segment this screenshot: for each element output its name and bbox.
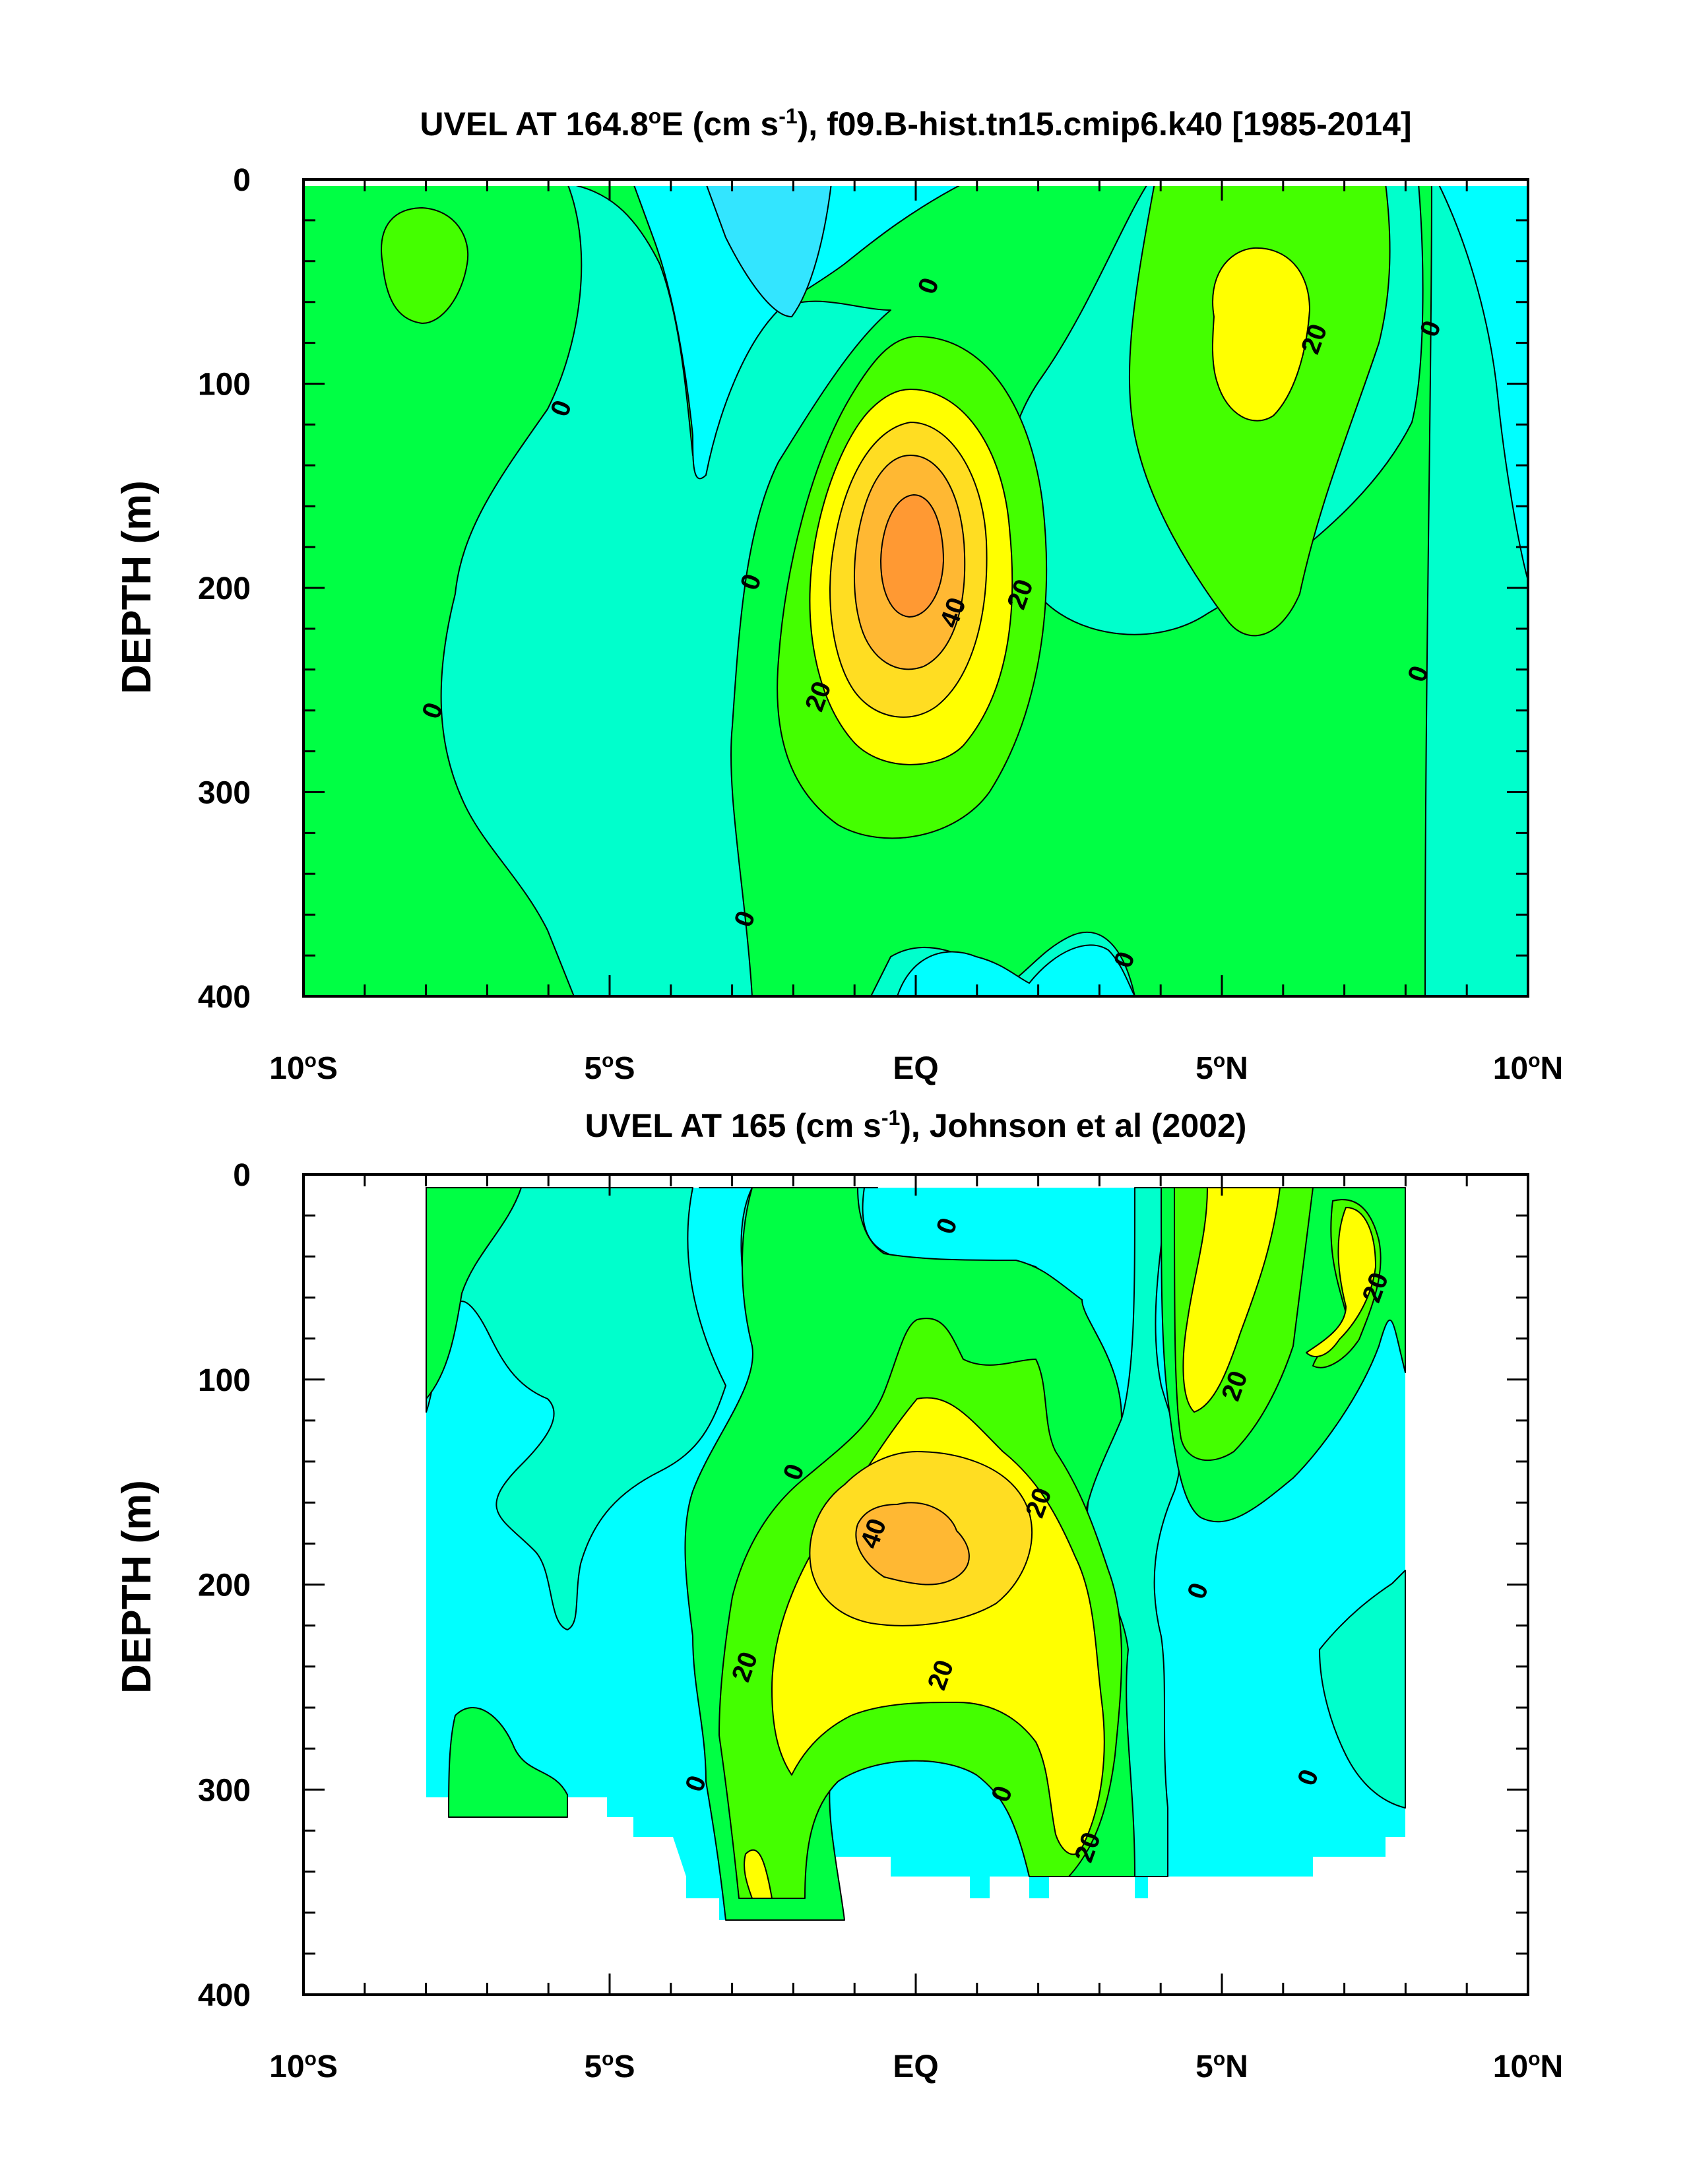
panel1-yellow-right xyxy=(1211,247,1310,422)
y-tick-label: 400 xyxy=(198,1978,251,2013)
panel2-aqua-farright xyxy=(1319,1570,1406,1809)
x-tick-label: 10oS xyxy=(269,1050,338,1086)
panel1-lime-left xyxy=(381,207,469,324)
x-tick-label: 5oN xyxy=(1195,1050,1248,1086)
y-tick-label: 0 xyxy=(233,163,251,198)
panel1-green-left xyxy=(303,183,583,996)
panel2-yellow-farright xyxy=(1306,1207,1376,1357)
panel1-axes: 0 100 200 300 400 10oS 5oS EQ 5oN 10oN xyxy=(198,163,1563,1086)
panel2-axes: 0 100 200 300 400 10oS 5oS EQ 5oN 10oN xyxy=(198,1158,1563,2084)
panel2-aqua-left xyxy=(426,1187,726,1630)
panel1-cyan-bottom xyxy=(897,944,1135,996)
x-tick-label: 5oS xyxy=(584,1050,635,1086)
panel1-ylabel: DEPTH (m) xyxy=(114,480,160,694)
x-tick-label: 5oN xyxy=(1195,2048,1248,2084)
panel1-cyan-core xyxy=(633,183,964,480)
panel2-title: UVEL AT 165 (cm s-1), Johnson et al (200… xyxy=(585,1106,1247,1144)
panel2-yellow-low xyxy=(744,1849,773,1899)
panel2-orange-core xyxy=(855,1502,970,1586)
x-tick-label: EQ xyxy=(893,2049,938,2084)
panel-model: UVEL AT 164.8oE (cm s-1), f09.B-hist.tn1… xyxy=(114,104,1563,1086)
panel2-green-lowleft xyxy=(448,1707,568,1818)
panel2-green-left xyxy=(426,1187,522,1399)
panel2-yellow-right xyxy=(1182,1187,1281,1413)
y-tick-label: 300 xyxy=(198,1773,251,1808)
y-tick-label: 400 xyxy=(198,980,251,1015)
panel1-title: UVEL AT 164.8oE (cm s-1), f09.B-hist.tn1… xyxy=(420,104,1411,143)
y-tick-label: 300 xyxy=(198,776,251,811)
panel-observed: UVEL AT 165 (cm s-1), Johnson et al (200… xyxy=(114,1106,1563,2084)
panel1-contour-field xyxy=(303,183,1528,996)
y-tick-label: 200 xyxy=(198,1568,251,1603)
x-tick-label: 10oS xyxy=(269,2048,338,2084)
y-tick-label: 100 xyxy=(198,1363,251,1398)
panel2-ylabel: DEPTH (m) xyxy=(114,1480,160,1694)
y-tick-label: 100 xyxy=(198,368,251,402)
panel1-orange-core xyxy=(880,494,944,618)
x-tick-label: 10oN xyxy=(1493,1050,1563,1086)
x-tick-label: 10oN xyxy=(1493,2048,1563,2084)
panel1-light-cyan-core xyxy=(705,183,832,317)
y-tick-label: 0 xyxy=(233,1158,251,1193)
panel2-contour-field xyxy=(303,1178,1528,1921)
x-tick-label: EQ xyxy=(893,1051,938,1086)
y-tick-label: 200 xyxy=(198,571,251,606)
x-tick-label: 5oS xyxy=(584,2048,635,2084)
